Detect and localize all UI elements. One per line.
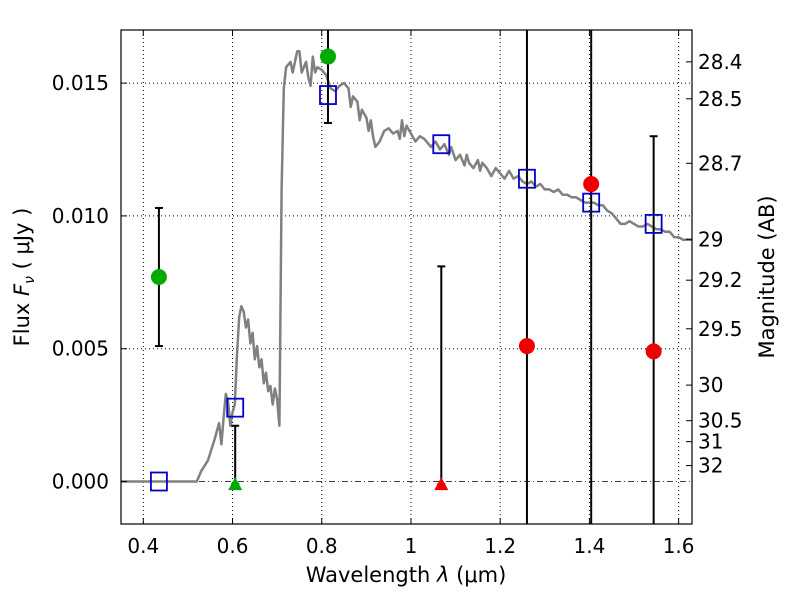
model-square-marker [518,168,536,189]
model-square-marker [644,213,663,234]
tick-marks [121,30,692,524]
y2-tick-label: 29.2 [698,268,743,292]
y-tick-label: 0.010 [52,204,109,228]
y-tick-labels: 0.000 0.005 0.010 0.015 [52,71,109,493]
y2-tick-label: 28.5 [698,87,743,111]
x-tick-label: 0.6 [217,534,249,558]
y2-tick-label: 29.5 [698,317,743,341]
y2-axis-title: Magnitude (AB) [755,195,779,358]
error-bar-group [154,30,658,524]
x-tick-labels: 0.4 0.6 0.8 1 1.2 1.4 1.6 [127,534,694,558]
x-tick-label: 0.8 [306,534,338,558]
model-square-marker [150,471,168,492]
y2-tick-label: 31 [698,430,723,454]
y2-tick-label: 28.4 [698,50,743,74]
red-detections-marker [518,338,535,355]
red-upper-limits-marker [434,477,449,491]
y2-tick-label: 30 [698,373,723,397]
plot-frame [120,29,693,525]
model-square-marker [432,134,451,155]
grid [121,30,692,524]
y2-tick-label: 29 [698,227,723,251]
y-tick-label: 0.015 [52,71,109,95]
model-square-marker [226,397,245,418]
red-detections-marker [645,343,662,360]
y2-tick-label: 28.7 [698,151,743,175]
x-tick-label: 1 [405,534,418,558]
x-tick-label: 1.6 [663,534,695,558]
y2-tick-label: 30.5 [698,409,743,433]
red-detections-marker [583,176,600,193]
green-upper-limits-marker [228,477,243,491]
green-detections-marker [319,48,336,65]
y2-tick-label: 32 [698,454,723,478]
marker-group [150,48,663,492]
x-tick-label: 1.2 [484,534,516,558]
x-tick-label: 1.4 [573,534,605,558]
model-square-marker [319,85,337,105]
model-sed-line-group [121,49,692,483]
x-axis-title: Wavelength λ (μm) [306,563,507,587]
y-axis-title: Flux Fν ( μJy ) [10,208,38,347]
x-tick-label: 0.4 [127,534,159,558]
green-detections-marker [150,269,167,285]
y-tick-label: 0.000 [52,470,109,494]
sed-curve [121,49,692,483]
model-square-marker [582,192,601,213]
y-tick-label: 0.005 [52,337,109,361]
